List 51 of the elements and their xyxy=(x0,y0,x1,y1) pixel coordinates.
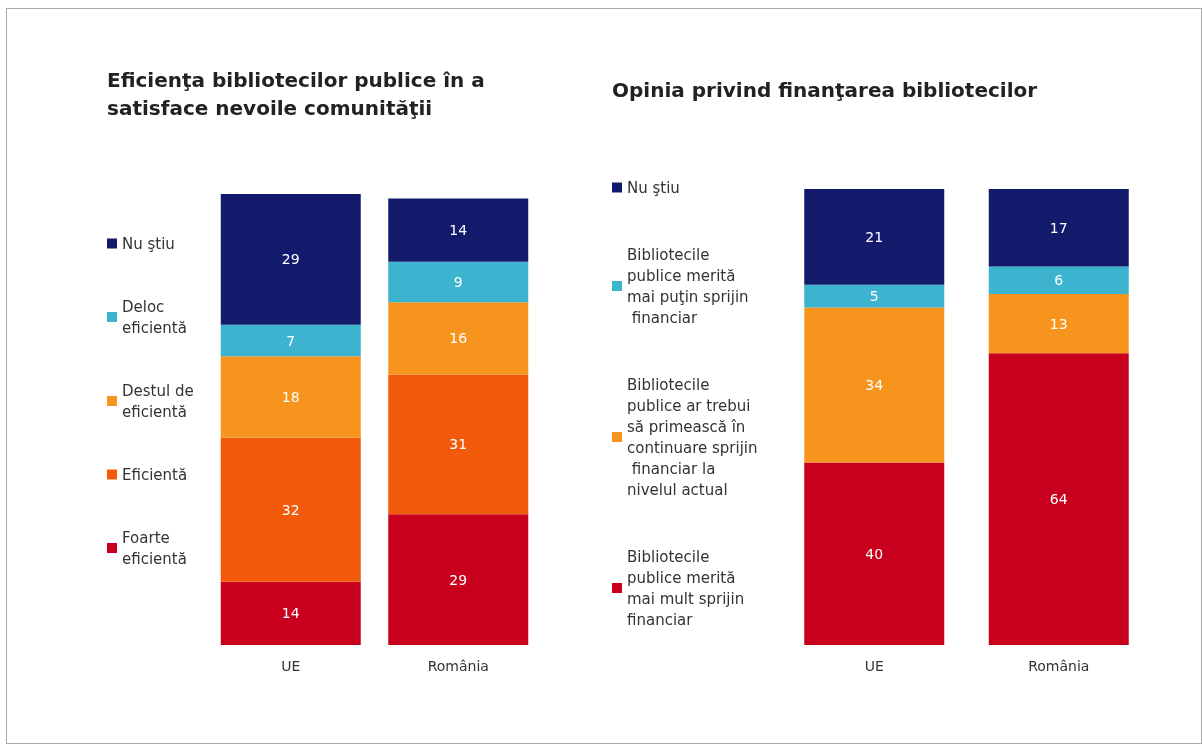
legend-label: Foarte eficientă xyxy=(122,528,187,568)
data-label: 64 xyxy=(1049,491,1068,508)
legend-label: Bibliotecile publice merită mai puţin sprijin financiar xyxy=(627,245,749,327)
data-label: 40 xyxy=(865,545,884,562)
data-label: 5 xyxy=(869,288,879,305)
data-label: 29 xyxy=(449,571,468,588)
legend-label: Eficientă xyxy=(122,465,188,484)
bar xyxy=(388,261,529,303)
data-label: 13 xyxy=(1049,315,1068,332)
bar xyxy=(220,194,361,325)
bar xyxy=(804,189,945,285)
data-label: 14 xyxy=(281,605,300,622)
bar xyxy=(388,302,529,375)
bar xyxy=(988,293,1129,354)
data-label: 31 xyxy=(449,436,468,453)
data-label: 6 xyxy=(1054,272,1064,289)
legend-label: Bibliotecile publice ar trebui să primească în continuare sprijin financiar la nivelul actual xyxy=(627,375,758,499)
data-label: 21 xyxy=(865,228,884,245)
bar xyxy=(988,266,1129,294)
data-label: 32 xyxy=(281,501,300,518)
x-tick-label: România xyxy=(427,658,489,674)
bar xyxy=(388,198,529,262)
data-label: 16 xyxy=(449,330,468,347)
legend-label: Nu ştiu xyxy=(122,234,175,253)
bar xyxy=(388,514,529,645)
bar xyxy=(220,324,361,357)
bar xyxy=(220,356,361,438)
data-label: 29 xyxy=(281,251,300,268)
data-label: 7 xyxy=(286,332,296,349)
bar xyxy=(388,374,529,515)
data-label: 17 xyxy=(1049,219,1068,236)
data-label: 18 xyxy=(281,388,300,405)
bar xyxy=(804,284,945,308)
x-tick-label: UE xyxy=(281,658,301,674)
x-tick-label: UE xyxy=(864,658,884,674)
x-tick-label: România xyxy=(1028,658,1090,674)
legend-label: Bibliotecile publice merită mai mult sprijin financiar xyxy=(627,547,749,629)
bar xyxy=(220,437,361,582)
legend-label: Destul de eficientă xyxy=(122,381,199,421)
chart-title: Eficienţa bibliotecilor publice în a satisface nevoile comunităţii xyxy=(107,68,492,120)
data-label: 34 xyxy=(865,377,884,394)
bar xyxy=(988,353,1129,645)
chart-title: Opinia privind finanţarea bibliotecilor xyxy=(612,78,1038,102)
bar xyxy=(804,307,945,463)
bar xyxy=(220,581,361,645)
data-label: 9 xyxy=(453,273,463,290)
bar xyxy=(804,462,945,645)
legend-label: Deloc eficientă xyxy=(122,297,187,337)
data-label: 14 xyxy=(449,222,468,239)
legend-label: Nu ştiu xyxy=(627,178,680,197)
bar xyxy=(988,189,1129,267)
